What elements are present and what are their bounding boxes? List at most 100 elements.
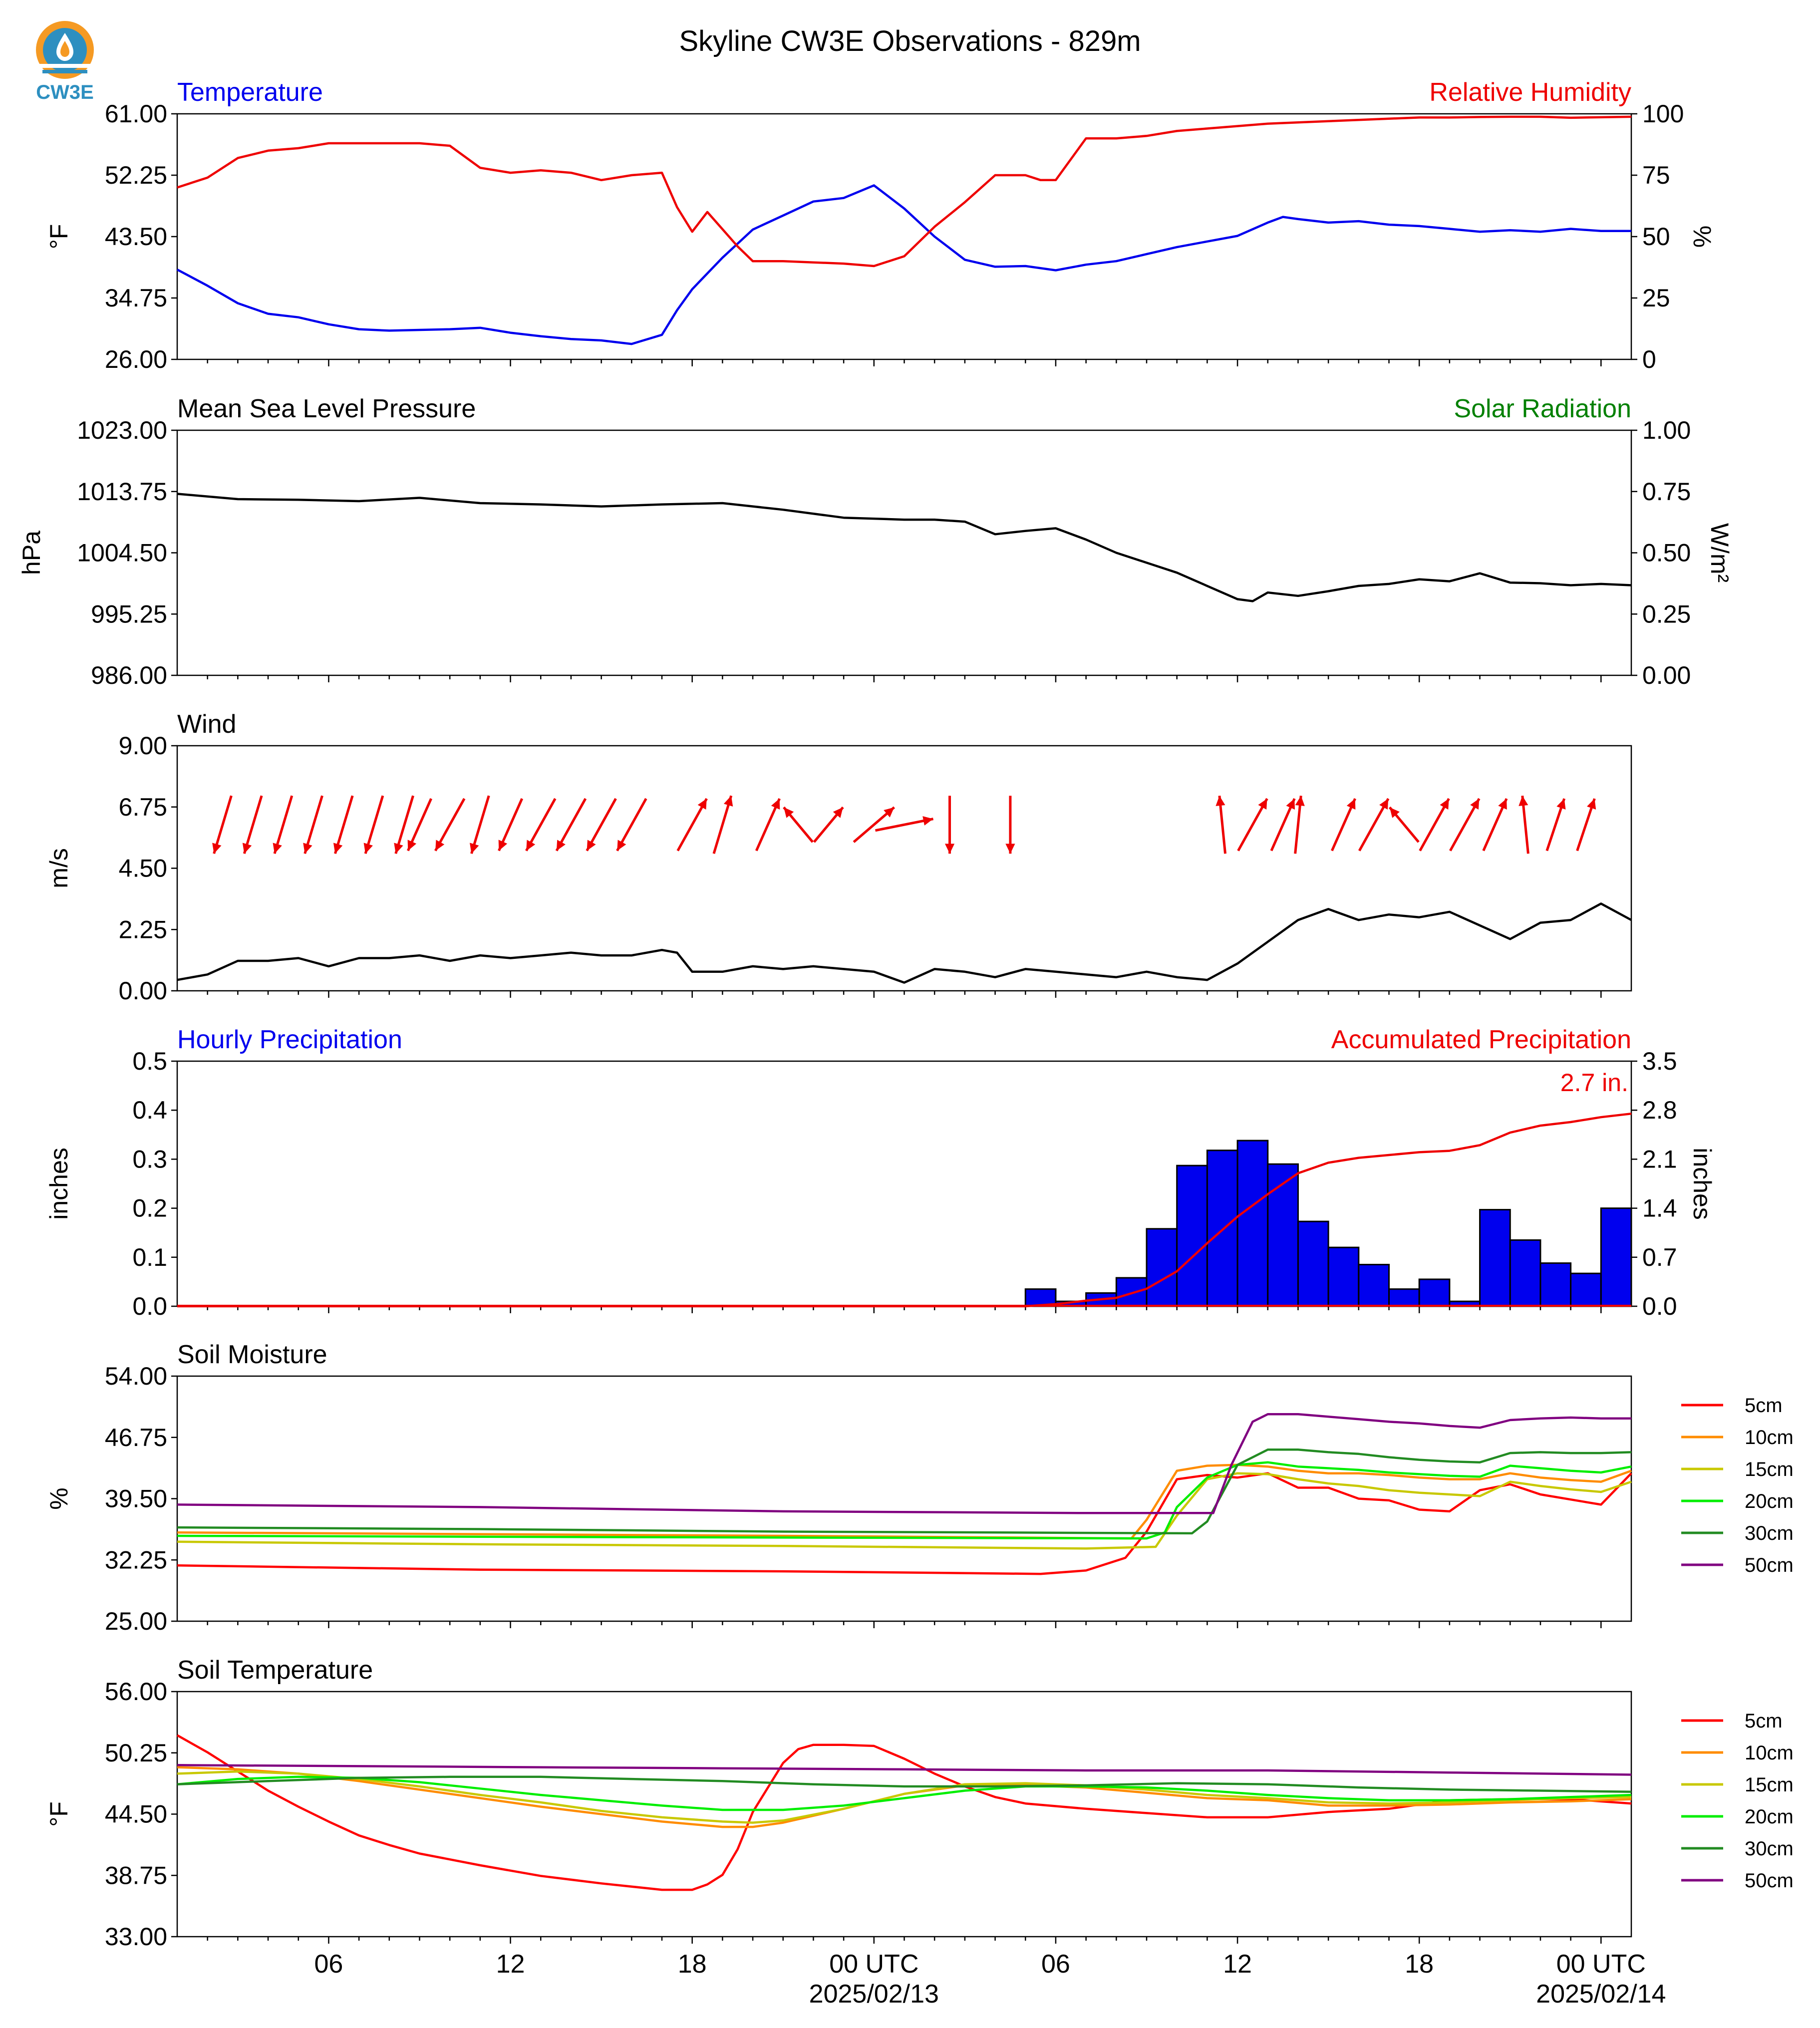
panel-left-label: Mean Sea Level Pressure: [177, 394, 476, 423]
precip-bar: [1115, 1277, 1148, 1307]
precip-bar: [1600, 1207, 1632, 1307]
series-line-10cm: [177, 1463, 1632, 1540]
panels-group: 61.00 52.25 43.50 34.75 26.00 100 75 50 25 0 Tempe…: [17, 78, 1794, 2009]
y-tick-label: 0.2: [132, 1194, 167, 1222]
wind-vector-head: [1258, 799, 1267, 810]
legend-label: 10cm: [1745, 1427, 1794, 1449]
x-tick-label: 12: [496, 1950, 525, 1979]
y2-tick-label: 2.1: [1642, 1145, 1677, 1173]
y-axis-label: °F: [45, 1801, 73, 1827]
precip-bar: [1267, 1163, 1299, 1307]
wind-vector: [364, 795, 384, 854]
wind-vector-head: [1518, 796, 1528, 806]
series-line-relative-humidity: [177, 115, 1632, 268]
y-tick-label: 56.00: [105, 1678, 167, 1706]
precip-bar: [1539, 1262, 1572, 1307]
y-tick-label: 0.00: [119, 977, 167, 1005]
legend-label: 30cm: [1745, 1838, 1794, 1860]
wind-vector-head: [470, 843, 479, 854]
panel-temp_rh: 61.00 52.25 43.50 34.75 26.00 100 75 50 25 0 Tempe…: [45, 78, 1716, 373]
accum-total-label: 2.7 in.: [1560, 1069, 1628, 1097]
wind-vector-head: [617, 840, 626, 851]
y2-tick-label: 1.4: [1642, 1194, 1677, 1222]
y2-tick-label: 0.00: [1642, 661, 1691, 689]
wind-vector: [394, 795, 414, 854]
logo-text: CW3E: [36, 81, 94, 103]
x-tick-label: 00 UTC: [1556, 1950, 1646, 1979]
wind-vector-head: [833, 807, 843, 818]
plot-frame: [176, 745, 1632, 992]
x-date-label: 2025/02/14: [1536, 1980, 1666, 2009]
panel-pressure: 1023.00 1013.75 1004.50 995.25 986.00 1.00 0.7…: [17, 394, 1734, 689]
y-tick-label: 9.00: [119, 732, 167, 760]
y-tick-label: 33.00: [105, 1923, 167, 1951]
wind-vector: [213, 795, 233, 854]
precip-bar: [1146, 1228, 1178, 1307]
y-tick-label: 6.75: [119, 793, 167, 821]
series-line-wind-speed: [177, 902, 1632, 984]
y-axis-label: inches: [45, 1148, 73, 1220]
wind-vector: [525, 798, 557, 852]
series-line-50cm: [177, 1764, 1632, 1776]
plot-frame: [176, 113, 1632, 360]
legend-label: 50cm: [1745, 1554, 1794, 1576]
y-tick-label: 0.4: [132, 1096, 167, 1124]
y-tick-label: 39.50: [105, 1485, 167, 1513]
wind-vector-head: [1286, 799, 1295, 810]
wind-vector: [712, 795, 733, 854]
y-tick-label: 986.00: [91, 661, 167, 689]
y-tick-label: 32.25: [105, 1546, 167, 1574]
series-line-30cm: [177, 1449, 1632, 1535]
wind-vector-head: [526, 840, 536, 851]
precip-bar: [1327, 1246, 1360, 1307]
wind-vector-head: [771, 799, 780, 810]
wind-vector-head: [723, 796, 733, 807]
series-line-mean-sea-level-pressure: [177, 493, 1632, 602]
y-tick-label: 34.75: [105, 284, 167, 312]
y-axis-label: m/s: [45, 848, 73, 888]
y2-tick-label: 25: [1642, 284, 1670, 312]
series-line-20cm: [177, 1461, 1632, 1540]
y2-tick-label: 3.5: [1642, 1047, 1677, 1075]
series-line-20cm: [177, 1775, 1632, 1811]
panel-left-label: Soil Temperature: [177, 1656, 373, 1685]
x-tick-label: 00 UTC: [829, 1950, 918, 1979]
wind-vector-head: [394, 843, 403, 854]
cw3e-logo: CW3E: [27, 19, 102, 104]
y2-tick-label: 0: [1642, 345, 1656, 373]
legend-label: 20cm: [1745, 1490, 1794, 1512]
y-tick-label: 38.75: [105, 1861, 167, 1889]
series-line-accumulated-precipitation: [177, 1112, 1632, 1308]
x-tick-label: 18: [678, 1950, 707, 1979]
wind-vector: [1358, 798, 1390, 852]
y-tick-label: 25.00: [105, 1607, 167, 1635]
precip-bar: [1479, 1209, 1511, 1307]
series-line-5cm: [176, 1734, 1632, 1891]
series-line-15cm: [177, 1472, 1632, 1550]
precip-bar: [1418, 1278, 1451, 1307]
plot-frame: [176, 1375, 1632, 1622]
wind-vector: [434, 798, 466, 852]
panel-left-label: Soil Moisture: [177, 1340, 327, 1369]
plot-frame: [176, 429, 1632, 676]
wind-vector-head: [1346, 799, 1356, 810]
wind-vector-head: [212, 843, 222, 854]
legend-label: 20cm: [1745, 1806, 1794, 1828]
legend-label: 5cm: [1745, 1395, 1783, 1417]
wind-vector: [470, 795, 490, 854]
wind-vector: [616, 798, 647, 852]
legend-label: 15cm: [1745, 1458, 1794, 1480]
wind-vector-head: [697, 799, 707, 810]
wind-vector-head: [1379, 799, 1389, 810]
y-axis-label: hPa: [17, 531, 45, 575]
y2-tick-label: 2.8: [1642, 1096, 1677, 1124]
legend-label: 10cm: [1745, 1742, 1794, 1764]
wind-vector: [273, 795, 294, 854]
y-axis-label: °F: [45, 224, 73, 250]
y2-tick-label: 0.7: [1642, 1243, 1677, 1271]
precip-bar: [1358, 1264, 1390, 1307]
wind-vector: [1449, 798, 1481, 852]
y2-tick-label: 0.50: [1642, 539, 1691, 567]
y2-tick-label: 75: [1642, 161, 1670, 189]
